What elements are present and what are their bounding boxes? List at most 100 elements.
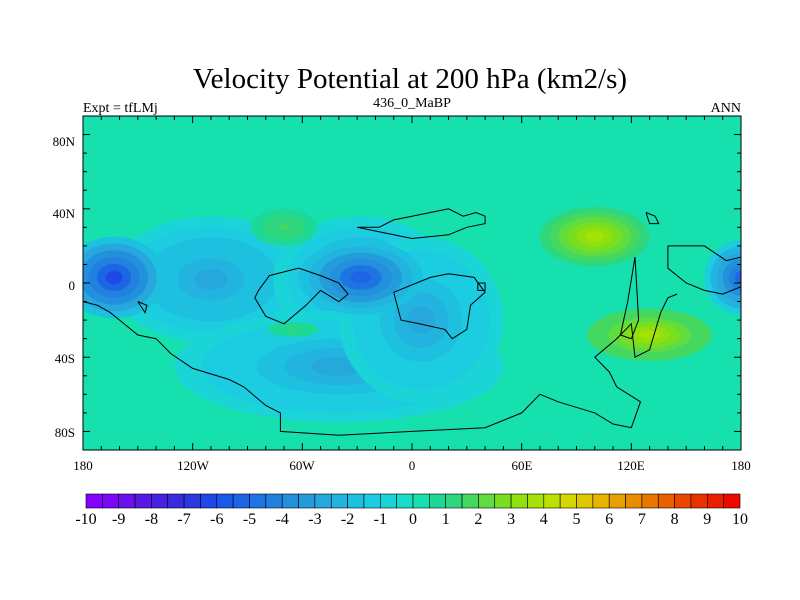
colorbar-box (527, 493, 545, 509)
colorbar-label: 1 (442, 511, 450, 528)
high-south-atlantic-strip (267, 321, 319, 337)
axis-ticks (82, 116, 742, 450)
y-axis-labels: 80N 40N 0 40S 80S (53, 134, 76, 440)
colorbar-box (330, 493, 348, 509)
colorbar-box (85, 493, 103, 509)
colorbar-box (216, 493, 234, 509)
low-atlantic-africa-level (350, 271, 372, 284)
colorbar-box (281, 493, 299, 509)
center-string: 436_0_MaBP (373, 96, 451, 111)
high-north-asia (539, 206, 650, 267)
colorbar-box (723, 493, 741, 509)
coastline-segment (393, 273, 486, 340)
colorbar-label: 10 (732, 511, 748, 528)
high-australia-level (639, 330, 660, 340)
left-string: Expt = tfLMj (83, 101, 158, 116)
x-tick-label-120w: 120W (177, 458, 210, 473)
colorbar-box (543, 493, 561, 509)
colorbar-label: 8 (671, 511, 679, 528)
coastline-segment (645, 212, 660, 225)
colorbar-box (429, 493, 447, 509)
colorbar-label: 0 (409, 511, 417, 528)
velocity-potential-field (83, 116, 741, 450)
colorbar-label: -4 (276, 511, 289, 528)
x-tick-label-120e: 120E (617, 458, 645, 473)
y-tick-label-0: 0 (69, 278, 76, 293)
low-atlantic-africa (298, 240, 423, 315)
colorbar-box (608, 493, 626, 509)
colorbar-label: -1 (374, 511, 387, 528)
colorbar-box (396, 493, 414, 509)
y-tick-label-80n: 80N (53, 134, 76, 149)
colorbar-label: -7 (177, 511, 190, 528)
low-east-pacific (83, 236, 166, 319)
colorbar-box (510, 493, 528, 509)
y-tick-label-80s: 80S (55, 425, 75, 440)
coastline-segment (477, 282, 486, 291)
colorbar-label: 4 (540, 511, 548, 528)
colorbar-label: -3 (308, 511, 321, 528)
colorbar-box (183, 493, 201, 509)
low-west-pacific-dateline-level (734, 271, 741, 284)
colorbar-box (706, 493, 724, 509)
high-australia (587, 308, 712, 361)
colorbar-box (118, 493, 136, 509)
low-east-pacific-level (105, 270, 123, 285)
plot-area (82, 115, 742, 451)
colorbar-box (412, 493, 430, 509)
colorbar-box (151, 493, 169, 509)
colorbar-box (445, 493, 463, 509)
colorbar-box (298, 493, 316, 509)
colorbar-label: -6 (210, 511, 223, 528)
colorbar-label: -10 (75, 511, 96, 528)
colorbar-box (363, 493, 381, 509)
colorbar-label: -9 (112, 511, 125, 528)
high-south-atlantic-strip-level (288, 328, 298, 331)
colorbar-box (592, 493, 610, 509)
colorbar-label: -5 (243, 511, 256, 528)
coastline-segment (619, 256, 640, 340)
colorbar-box (478, 493, 496, 509)
coastline-segment (357, 208, 486, 240)
colorbar-box (102, 493, 119, 509)
colorbar-label: -2 (341, 511, 354, 528)
coastline-segment (254, 267, 349, 325)
colorbar-label: 9 (703, 511, 711, 528)
colorbar-box (265, 493, 283, 509)
x-tick-label-60w: 60W (289, 458, 315, 473)
y-tick-label-40s: 40S (55, 351, 75, 366)
colorbar-label: -8 (145, 511, 158, 528)
colorbar-label: 2 (474, 511, 482, 528)
broad-low-band-pacific (110, 216, 312, 343)
colorbar-box (232, 493, 250, 509)
colorbar-label: 6 (605, 511, 613, 528)
colorbar-box (314, 493, 332, 509)
colorbar-label: 5 (573, 511, 581, 528)
colorbar-box (347, 493, 365, 509)
colorbar-box (249, 493, 267, 509)
broad-low-east-level (407, 306, 435, 335)
coastlines (83, 208, 741, 436)
chart-title: Velocity Potential at 200 hPa (km2/s) (193, 63, 627, 95)
colorbar-box (641, 493, 659, 509)
high-north-atlantic-level (278, 224, 290, 231)
y-tick-label-40n: 40N (53, 206, 76, 221)
colorbar-label: 3 (507, 511, 515, 528)
colorbar (85, 493, 741, 509)
x-axis-labels: 180 120W 60W 0 60E 120E 180 (73, 458, 751, 473)
colorbar-label: 7 (638, 511, 646, 528)
colorbar-box (576, 493, 594, 509)
colorbar-box (559, 493, 577, 509)
coastline-segment (83, 293, 678, 436)
x-tick-label-60e: 60E (512, 458, 533, 473)
colorbar-box (200, 493, 218, 509)
colorbar-box (674, 493, 692, 509)
x-tick-label-180w: 180 (73, 458, 93, 473)
colorbar-box (494, 493, 512, 509)
x-tick-label-0: 0 (409, 458, 416, 473)
colorbar-box (461, 493, 479, 509)
right-string: ANN (711, 101, 741, 116)
x-tick-label-180e: 180 (731, 458, 751, 473)
colorbar-box (657, 493, 675, 509)
